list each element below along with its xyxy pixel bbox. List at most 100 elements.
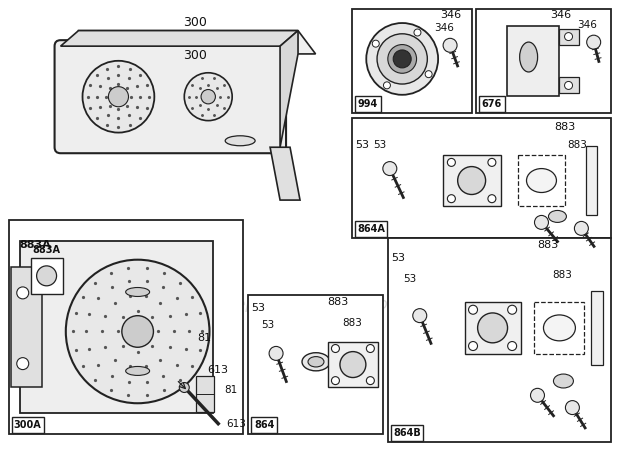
Text: 346: 346: [577, 20, 597, 31]
Circle shape: [565, 81, 572, 90]
Text: 883: 883: [537, 240, 558, 250]
Text: 300A: 300A: [14, 420, 42, 430]
Circle shape: [383, 82, 391, 89]
Text: 883: 883: [554, 122, 575, 132]
Text: 883: 883: [327, 297, 348, 307]
Text: 300: 300: [184, 49, 207, 62]
Bar: [518, 155, 565, 207]
Polygon shape: [280, 31, 298, 147]
Bar: [534, 302, 585, 354]
Text: 81: 81: [197, 333, 211, 342]
Ellipse shape: [225, 136, 255, 146]
Circle shape: [269, 346, 283, 360]
Bar: [479, 96, 505, 112]
Polygon shape: [270, 147, 300, 200]
Bar: [443, 155, 500, 207]
Ellipse shape: [126, 366, 149, 375]
Text: 883: 883: [552, 270, 572, 280]
Ellipse shape: [549, 211, 567, 222]
Text: 300: 300: [184, 16, 207, 29]
Circle shape: [122, 316, 153, 347]
Bar: [352, 118, 611, 238]
Ellipse shape: [544, 315, 575, 341]
Text: 53: 53: [373, 140, 386, 150]
Bar: [559, 77, 578, 94]
Bar: [248, 295, 383, 434]
Bar: [352, 9, 472, 113]
Text: 883A: 883A: [33, 245, 61, 255]
Circle shape: [488, 158, 496, 166]
Circle shape: [458, 166, 485, 194]
Ellipse shape: [526, 169, 556, 193]
Bar: [388, 238, 611, 442]
Text: eReplacementParts.com: eReplacementParts.com: [216, 297, 404, 312]
Circle shape: [372, 40, 379, 47]
Bar: [591, 291, 603, 365]
Bar: [197, 377, 215, 412]
Circle shape: [82, 61, 154, 133]
Bar: [20, 242, 213, 413]
Polygon shape: [79, 31, 316, 54]
Circle shape: [201, 90, 215, 104]
Circle shape: [366, 377, 374, 385]
Bar: [464, 302, 521, 354]
Circle shape: [377, 34, 427, 84]
Text: 676: 676: [482, 99, 502, 109]
Bar: [11, 267, 42, 387]
Bar: [355, 221, 387, 237]
Ellipse shape: [308, 356, 324, 367]
Text: 53: 53: [251, 303, 265, 313]
Circle shape: [184, 73, 232, 121]
Bar: [586, 146, 597, 216]
Circle shape: [565, 32, 572, 40]
Text: 613: 613: [208, 364, 229, 374]
Bar: [9, 220, 243, 434]
FancyBboxPatch shape: [55, 40, 286, 153]
Text: 346: 346: [550, 9, 571, 20]
Circle shape: [37, 266, 56, 286]
Ellipse shape: [520, 42, 538, 72]
Ellipse shape: [554, 374, 574, 388]
Bar: [355, 96, 381, 112]
Circle shape: [388, 45, 417, 73]
Circle shape: [414, 29, 421, 36]
Circle shape: [534, 216, 549, 230]
Ellipse shape: [302, 353, 330, 371]
Bar: [251, 418, 277, 433]
Circle shape: [340, 351, 366, 378]
Circle shape: [108, 87, 128, 107]
Bar: [507, 26, 559, 96]
Text: 81: 81: [224, 386, 237, 396]
Polygon shape: [61, 31, 298, 46]
Circle shape: [508, 342, 516, 351]
Text: 883: 883: [342, 318, 362, 328]
Circle shape: [393, 50, 411, 68]
Bar: [559, 29, 578, 45]
Text: 613: 613: [226, 418, 246, 429]
Text: 346: 346: [440, 9, 461, 20]
Circle shape: [488, 195, 496, 202]
Bar: [12, 418, 43, 433]
Text: 53: 53: [391, 253, 405, 263]
Text: 53: 53: [355, 140, 369, 150]
Bar: [476, 9, 611, 113]
Circle shape: [469, 305, 477, 314]
Circle shape: [425, 71, 432, 78]
Bar: [328, 342, 378, 387]
Circle shape: [574, 221, 588, 235]
Text: 883A: 883A: [20, 240, 51, 250]
Text: 883: 883: [568, 140, 588, 150]
Circle shape: [66, 260, 210, 403]
Text: 53: 53: [262, 320, 275, 330]
Circle shape: [565, 400, 580, 414]
Circle shape: [531, 388, 544, 402]
Circle shape: [366, 345, 374, 352]
Bar: [391, 425, 423, 441]
Circle shape: [508, 305, 516, 314]
Circle shape: [179, 382, 189, 392]
Text: 864A: 864A: [357, 224, 385, 234]
Circle shape: [332, 377, 339, 385]
Circle shape: [17, 287, 29, 299]
Circle shape: [383, 162, 397, 176]
Text: 864: 864: [254, 420, 274, 430]
